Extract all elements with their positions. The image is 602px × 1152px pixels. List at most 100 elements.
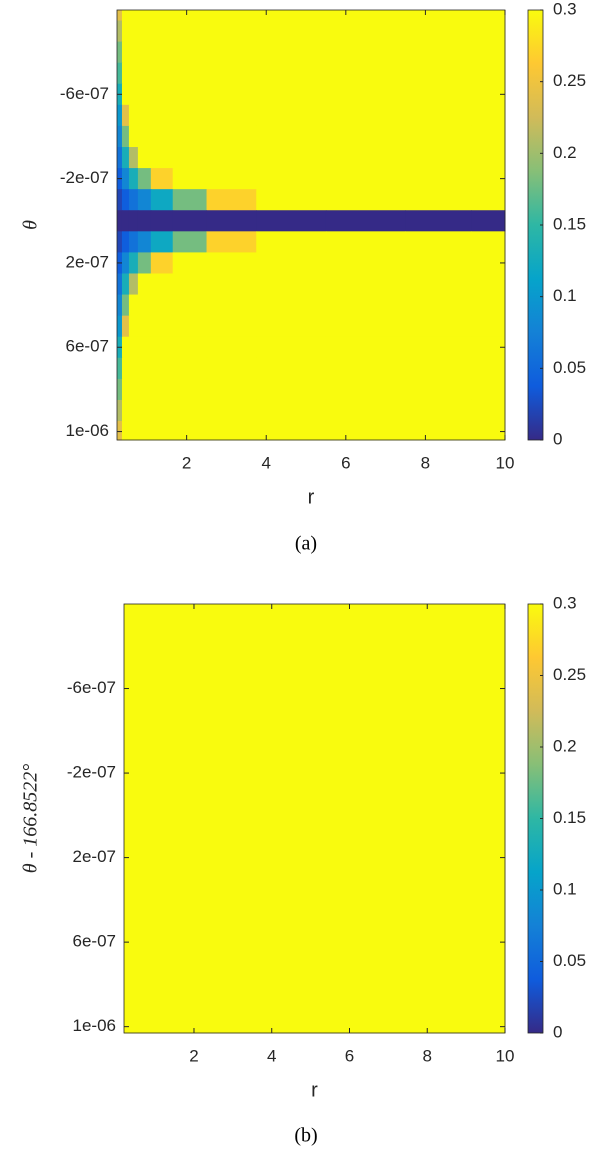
heat-cell — [471, 399, 506, 422]
heat-cell — [325, 20, 407, 43]
heat-cell — [121, 336, 130, 359]
heat-cell — [128, 336, 139, 359]
heat-cell — [405, 252, 472, 274]
heat-cell — [405, 10, 472, 22]
heat-cell — [325, 273, 407, 296]
heat-cell — [117, 125, 123, 148]
heat-cell — [150, 252, 174, 274]
heat-cell — [137, 10, 152, 22]
heat-cell — [150, 62, 174, 85]
heat-cell — [137, 294, 152, 317]
heat-cell — [206, 41, 257, 64]
y-tick-label: 1e-06 — [66, 421, 109, 440]
heat-cell — [405, 41, 472, 64]
x-tick-label: 4 — [267, 1046, 276, 1065]
heat-cell — [121, 62, 130, 85]
heat-cell — [150, 231, 174, 253]
heat-cell — [471, 168, 506, 190]
heat-cell — [117, 421, 123, 441]
heat-cell — [471, 41, 506, 64]
heat-cell — [206, 421, 257, 441]
heat-cell — [325, 41, 407, 64]
heat-cell — [206, 104, 257, 127]
heat-cell — [128, 41, 139, 64]
heat-cell — [121, 10, 130, 22]
heat-cell — [121, 41, 130, 64]
heat-cell — [325, 62, 407, 85]
heat-cell — [128, 62, 139, 85]
x-axis-label: r — [308, 486, 315, 508]
heat-cell — [150, 421, 174, 441]
heat-cell — [256, 273, 327, 296]
heat-cell — [117, 294, 123, 317]
x-tick-label: 6 — [341, 453, 350, 472]
heat-cell — [128, 83, 139, 106]
heat-cell — [471, 125, 506, 148]
heat-cell — [121, 399, 130, 422]
heat-cell — [325, 125, 407, 148]
heat-cell — [256, 10, 327, 22]
heat-cell — [325, 399, 407, 422]
heat-cell — [172, 315, 208, 338]
heat-cell — [172, 125, 208, 148]
heat-cell — [471, 83, 506, 106]
heat-cell — [256, 189, 327, 211]
heat-cell — [137, 20, 152, 43]
colorbar-tick-label: 0.3 — [553, 593, 577, 612]
heat-cell — [172, 294, 208, 317]
heat-cell — [137, 62, 152, 85]
heat-cell — [128, 104, 139, 127]
heat-cell — [325, 421, 407, 441]
y-tick-label: 2e-07 — [73, 847, 116, 866]
colorbar-tick-label: 0 — [553, 1022, 562, 1041]
heat-cell — [471, 336, 506, 359]
heat-cell — [206, 378, 257, 401]
heat-cell — [206, 20, 257, 43]
heat-cell — [172, 20, 208, 43]
heat-cell — [121, 20, 130, 43]
heat-cell — [117, 210, 123, 232]
heat-cell — [256, 62, 327, 85]
heat-cell — [121, 421, 130, 441]
heat-cell — [117, 62, 123, 85]
heat-cell — [128, 125, 139, 148]
x-tick-label: 4 — [261, 453, 270, 472]
heat-cell — [206, 399, 257, 422]
y-tick-label: -6e-07 — [60, 84, 109, 103]
heat-cell — [117, 399, 123, 422]
heat-cell — [206, 315, 257, 338]
heat-cell — [121, 125, 130, 148]
heat-cell — [150, 20, 174, 43]
heat-cell — [405, 231, 472, 253]
heat-cell — [405, 294, 472, 317]
heat-cell — [471, 62, 506, 85]
heat-cell — [172, 273, 208, 296]
heat-cell — [405, 125, 472, 148]
y-axis-label: θ - 166.8522° — [20, 764, 42, 873]
y-tick-label: -6e-07 — [67, 678, 116, 697]
heat-cell — [256, 147, 327, 169]
heat-cell — [325, 378, 407, 401]
heat-cell — [405, 147, 472, 169]
heat-cell — [150, 315, 174, 338]
colorbar-tick-label: 0 — [553, 429, 562, 448]
heat-cell — [121, 104, 130, 127]
y-tick-label: -2e-07 — [60, 168, 109, 187]
heat-cell — [137, 231, 152, 253]
plot-frame — [116, 9, 506, 441]
heat-cell — [117, 41, 123, 64]
x-tick-label: 2 — [189, 1046, 198, 1065]
heat-cell — [325, 252, 407, 274]
heat-cell — [256, 399, 327, 422]
heat-cell — [150, 10, 174, 22]
heat-cell — [471, 210, 506, 232]
heat-cell — [172, 252, 208, 274]
heat-cell — [128, 378, 139, 401]
heat-cell — [137, 336, 152, 359]
heat-cell — [137, 189, 152, 211]
heat-cell — [325, 315, 407, 338]
heat-cell — [128, 10, 139, 22]
y-axis-label: θ — [20, 220, 42, 230]
heat-cell — [325, 357, 407, 380]
